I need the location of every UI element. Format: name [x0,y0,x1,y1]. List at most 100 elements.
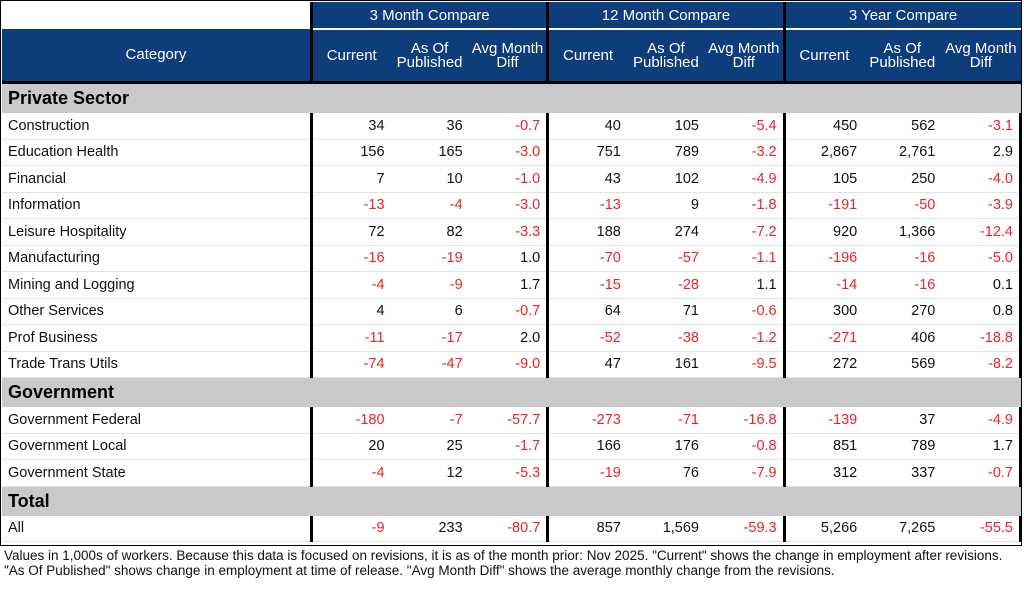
table-cell: 36 [390,113,469,140]
table-cell: -0.7 [468,113,548,140]
table-row: All -9 233 -80.7 857 1,569 -59.3 5,266 7,265 -55.… [2,515,1023,542]
row-category: Education Health [2,139,312,166]
table-cell: -18.8 [941,324,1023,352]
column-header-row: Category Current As Of Published Avg Mon… [2,29,1021,84]
column-header-as-of-published: As Of Published [863,29,942,84]
table-cell: 156 [309,139,391,166]
table-cell: 4 [309,298,391,325]
table-cell: -16 [309,245,391,272]
table-row: Information -13 -4 -3.0 -13 9 -1.8 -191 -50 -3.9 [2,192,1023,219]
table-cell: 105 [782,165,864,193]
table-cell: 105 [626,113,705,140]
table-cell: -7.9 [704,459,785,487]
table-cell: -3.9 [941,192,1023,219]
group-header-12-month: 12 Month Compare [546,2,785,30]
group-header-3-year: 3 Year Compare [782,2,1021,30]
row-category: Government State [2,459,312,487]
table-cell: 272 [782,351,864,378]
table-cell: -50 [863,192,942,219]
column-header-avg-month-diff: Avg Month Diff [704,29,785,84]
table-cell: 161 [626,351,705,378]
row-category: Construction [2,113,312,140]
table-row: Other Services 4 6 -0.7 64 71 -0.6 300 270 0.8 [2,298,1023,325]
table-row: Prof Business -11 -17 2.0 -52 -38 -1.2 -271 406-… [2,324,1023,352]
group-header-3-month: 3 Month Compare [309,2,548,30]
table-cell: 406 [863,324,942,352]
table-row: Financial 7 10 -1.0 43 102 -4.9 105 250 -4.0 [2,165,1023,193]
table-cell: 857 [546,515,627,542]
section-row: Total [2,486,1021,516]
table-cell: 34 [309,113,391,140]
section-title: Government [2,377,1021,407]
table-row: Construction 34 36 -0.7 40 105 -5.4 450 562 -3.1 [2,113,1023,140]
table-cell: -271 [782,324,864,352]
row-category: Financial [2,165,312,193]
table-cell: 82 [390,218,469,246]
table-row: Manufacturing -16 -19 1.0 -70 -57 -1.1 -196 -16-… [2,245,1023,272]
row-category: Leisure Hospitality [2,218,312,246]
table-cell: -70 [546,245,627,272]
table-cell: -55.5 [941,515,1023,542]
column-header-avg-month-diff: Avg Month Diff [468,29,548,84]
table-cell: 102 [626,165,705,193]
table-cell: 2,761 [863,139,942,166]
table-cell: 300 [782,298,864,325]
table-row: Government Local 20 25 -1.7 166 176 -0.8 851 789… [2,433,1023,460]
table-cell: -19 [546,459,627,487]
table-body: Private Sector Construction 34 36 -0.7 40 105-… [2,82,1023,542]
row-category: Trade Trans Utils [2,351,312,378]
footnote: Values in 1,000s of workers. Because thi… [4,548,1003,578]
table-cell: 7 [309,165,391,193]
table-cell: -191 [782,192,864,219]
table-cell: 1.7 [941,433,1023,460]
table-cell: -38 [626,324,705,352]
table-cell: 20 [309,433,391,460]
table-cell: -80.7 [468,515,548,542]
section-row: Private Sector [2,82,1021,113]
column-header-category: Category [2,29,312,84]
table-cell: -1.0 [468,165,548,193]
table-cell: -5.3 [468,459,548,487]
table-cell: -28 [626,271,705,299]
table-cell: 0.1 [941,271,1023,299]
table-cell: 233 [390,515,469,542]
table-cell: -180 [309,407,391,434]
column-header-current: Current [546,29,627,84]
table-cell: -196 [782,245,864,272]
table-cell: 270 [863,298,942,325]
table-cell: -13 [309,192,391,219]
table-cell: -1.1 [704,245,785,272]
table-cell: 7,265 [863,515,942,542]
table-cell: -19 [390,245,469,272]
table-cell: -4 [390,192,469,219]
group-header-row: 3 Month Compare 12 Month Compare 3 Year … [2,2,1021,30]
table-cell: -9 [390,271,469,299]
table-cell: -16.8 [704,407,785,434]
table-cell: 312 [782,459,864,487]
table-cell: 5,266 [782,515,864,542]
table-cell: 9 [626,192,705,219]
row-category: Manufacturing [2,245,312,272]
column-header-as-of-published: As Of Published [626,29,705,84]
table-cell: 37 [863,407,942,434]
table-cell: 2.0 [468,324,548,352]
row-category: Government Local [2,433,312,460]
table-cell: -5.4 [704,113,785,140]
table-cell: 1,569 [626,515,705,542]
row-category: Mining and Logging [2,271,312,299]
table-cell: -14 [782,271,864,299]
section-row: Government [2,377,1021,407]
table-cell: 165 [390,139,469,166]
table-cell: 188 [546,218,627,246]
table-cell: 47 [546,351,627,378]
column-header-current: Current [782,29,864,84]
table-cell: 751 [546,139,627,166]
table-cell: -52 [546,324,627,352]
table-row: Education Health 156 165 -3.0 751 789 -3.2 2,86… [2,139,1023,166]
column-header-avg-month-diff: Avg Month Diff [941,29,1021,84]
table-cell: 789 [626,139,705,166]
table-cell: -16 [863,271,942,299]
column-header-as-of-published: As Of Published [390,29,469,84]
row-category: Prof Business [2,324,312,352]
